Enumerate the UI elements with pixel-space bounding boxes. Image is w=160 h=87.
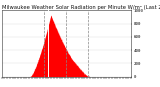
Text: Milwaukee Weather Solar Radiation per Minute W/m² (Last 24 Hours): Milwaukee Weather Solar Radiation per Mi…	[2, 5, 160, 10]
